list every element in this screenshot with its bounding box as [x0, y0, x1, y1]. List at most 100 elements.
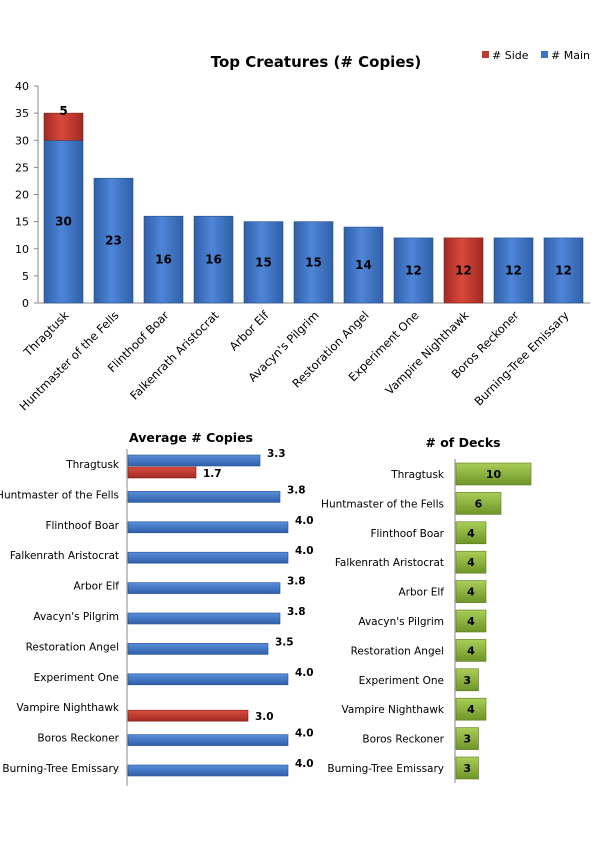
- decks-bar-thragtusk: [455, 462, 532, 486]
- decks-bar-flinthoof-boar: [455, 521, 487, 545]
- bar-main-boros-reckoner: [493, 237, 534, 304]
- bar-main-value-label: 15: [255, 255, 272, 269]
- bar-main-huntmaster-of-the-fells: [93, 177, 134, 304]
- x-category-label: Thragtusk: [20, 308, 72, 360]
- y-tick-label: 30: [15, 134, 29, 147]
- avg-bar-side-value: 3.0: [255, 711, 274, 723]
- decks-bar-arbor-elf: [455, 580, 487, 603]
- bar-side-value-label: 12: [455, 263, 472, 277]
- y-tick-label: 5: [22, 270, 29, 283]
- decks-category-label: Boros Reckoner: [362, 734, 444, 746]
- avg-bar-main-experiment-one: [127, 673, 289, 686]
- decks-bar-huntmaster-of-the-fells: [455, 492, 502, 515]
- avg-category-label: Huntmaster of the Fells: [0, 489, 119, 501]
- avg-bar-main-avacyn-s-pilgrim: [127, 612, 281, 625]
- bar-main-thragtusk: [43, 139, 84, 304]
- y-tick-label: 25: [15, 161, 29, 174]
- avg-category-label: Burning-Tree Emissary: [2, 763, 119, 775]
- avg-category-label: Arbor Elf: [74, 581, 120, 593]
- y-tick-label: 10: [15, 243, 29, 256]
- decks-bar-restoration-angel: [455, 639, 487, 662]
- avg-bar-side-thragtusk: [127, 466, 197, 479]
- decks-bar-falkenrath-aristocrat: [455, 550, 487, 574]
- bar-main-experiment-one: [393, 237, 434, 304]
- decks-bar-experiment-one: [455, 668, 479, 692]
- decks-category-label: Avacyn's Pilgrim: [358, 616, 444, 628]
- legend-main-swatch: [541, 51, 548, 58]
- avg-category-label: Vampire Nighthawk: [17, 702, 120, 714]
- bar-main-burning-tree-emissary: [543, 237, 584, 304]
- avg-bar-main-value: 4.0: [295, 728, 314, 740]
- average-copies-chart: Average # Copies Thragtusk Huntmaster of …: [0, 430, 314, 786]
- avg-bar-main-value: 3.8: [287, 576, 306, 588]
- x-category-label: Burning-Tree Emissary: [471, 308, 571, 408]
- avg-bar-main-burning-tree-emissary: [127, 764, 289, 777]
- chart1-title: Top Creatures (# Copies): [211, 53, 422, 71]
- bar-main-value-label: 30: [55, 215, 72, 229]
- decks-category-label: Arbor Elf: [399, 587, 445, 599]
- bar-main-value-label: 16: [155, 253, 172, 267]
- avg-category-label: Falkenrath Aristocrat: [10, 550, 119, 562]
- avg-bar-main-arbor-elf: [127, 582, 281, 594]
- number-of-decks-chart: # of Decks Thragtusk Huntmaster of the Fe…: [321, 435, 532, 783]
- avg-bar-main-value: 3.8: [287, 606, 306, 618]
- y-tick-label: 40: [15, 80, 29, 93]
- x-category-label: Vampire Nighthawk: [382, 308, 471, 397]
- avg-bar-main-value: 4.0: [295, 515, 314, 527]
- decks-bar-value: 4: [467, 644, 475, 657]
- decks-bar-value: 6: [475, 497, 483, 510]
- decks-bar-value: 3: [463, 733, 471, 746]
- bar-main-value-label: 16: [205, 253, 222, 267]
- bar-main-flinthoof-boar: [143, 215, 184, 304]
- avg-category-label: Restoration Angel: [26, 641, 119, 653]
- decks-category-label: Huntmaster of the Fells: [321, 498, 444, 510]
- bar-side-thragtusk: [43, 112, 84, 141]
- avg-bar-main-thragtusk: [127, 454, 261, 467]
- decks-bar-vampire-nighthawk: [455, 697, 487, 721]
- decks-category-label: Experiment One: [359, 675, 444, 687]
- avg-bar-main-falkenrath-aristocrat: [127, 551, 289, 564]
- decks-category-label: Falkenrath Aristocrat: [335, 557, 444, 569]
- decks-bar-avacyn-s-pilgrim: [455, 609, 487, 633]
- avg-bar-main-value: 3.8: [287, 484, 306, 496]
- bar-main-restoration-angel: [343, 226, 384, 304]
- avg-bar-main-value: 4.0: [295, 545, 314, 557]
- bar-main-value-label: 12: [405, 263, 422, 277]
- avg-bar-main-huntmaster-of-the-fells: [127, 491, 281, 503]
- decks-category-label: Restoration Angel: [351, 645, 444, 657]
- bar-main-falkenrath-aristocrat: [193, 215, 234, 304]
- y-tick-label: 20: [15, 189, 29, 202]
- avg-category-label: Thragtusk: [65, 459, 120, 471]
- bar-main-arbor-elf: [243, 221, 284, 304]
- avg-bar-main-value: 4.0: [295, 667, 314, 679]
- legend-side-swatch: [482, 51, 489, 58]
- bar-side-vampire-nighthawk: [443, 237, 484, 304]
- bar-main-value-label: 23: [105, 234, 122, 248]
- avg-category-label: Avacyn's Pilgrim: [33, 611, 119, 623]
- bar-main-value-label: 12: [555, 263, 572, 277]
- chart1-legend: # Side # Main: [482, 49, 590, 62]
- bar-side-value-label: 5: [59, 104, 67, 118]
- decks-bar-value: 4: [467, 527, 475, 540]
- legend-main-label: # Main: [551, 49, 590, 62]
- avg-category-label: Flinthoof Boar: [45, 520, 119, 532]
- bar-main-value-label: 14: [355, 258, 372, 272]
- decks-category-label: Flinthoof Boar: [370, 528, 444, 540]
- y-tick-label: 15: [15, 216, 29, 229]
- bar-main-avacyn-s-pilgrim: [293, 221, 334, 304]
- chart3-title: # of Decks: [425, 435, 500, 450]
- chart2-title: Average # Copies: [129, 430, 253, 445]
- decks-bar-value: 10: [486, 468, 502, 481]
- avg-bar-main-restoration-angel: [127, 643, 269, 655]
- y-tick-label: 35: [15, 107, 29, 120]
- decks-bar-value: 4: [467, 703, 475, 716]
- decks-bar-value: 4: [467, 556, 475, 569]
- avg-bar-main-value: 4.0: [295, 758, 314, 770]
- top-creatures-chart: Top Creatures (# Copies) # Side # Main 0…: [15, 49, 590, 413]
- avg-bar-main-value: 3.3: [267, 448, 286, 460]
- x-category-label: Huntmaster of the Fells: [17, 308, 122, 413]
- avg-bar-side-vampire-nighthawk: [127, 709, 249, 722]
- bar-main-value-label: 12: [505, 263, 522, 277]
- avg-category-label: Experiment One: [34, 672, 119, 684]
